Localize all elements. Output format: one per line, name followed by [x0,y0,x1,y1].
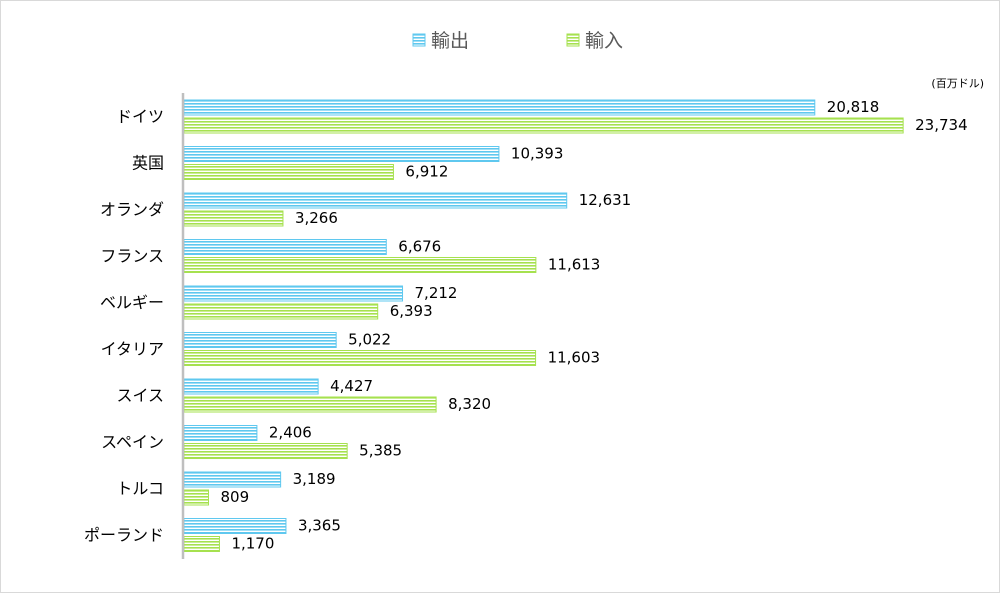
data-label-export: 3,365 [298,517,341,535]
category-label: オランダ [100,200,164,219]
data-label-import: 809 [221,488,250,506]
bar-import [183,350,537,366]
bar-export [183,471,282,488]
category-label: ポーランド [84,526,164,545]
bar-import [183,303,379,320]
bar-import [183,443,348,459]
bar-import [183,117,904,134]
legend: 輸出 輸入 [412,30,623,52]
category-label: イタリア [101,340,164,359]
data-label-import: 1,170 [231,535,274,553]
bar-import [183,164,394,180]
category-label: 英国 [132,154,164,173]
data-label-export: 10,393 [511,145,564,163]
data-label-import: 6,393 [390,302,433,320]
category-label: スペイン [101,433,164,452]
plot-area: ドイツ 20,818 23,734 英国 10,393 6,912 オランダ 12,631 3,… [84,98,968,553]
bar-export [183,99,816,116]
data-label-import: 6,912 [405,163,448,181]
bar-import [183,536,220,552]
data-label-import: 5,385 [359,442,402,460]
data-label-export: 2,406 [269,424,312,442]
category-label: ベルギー [100,293,164,312]
data-label-export: 20,818 [827,98,880,116]
data-label-import: 8,320 [448,395,491,413]
bar-import [183,210,284,227]
bar-export [183,285,404,302]
data-label-export: 3,189 [293,470,336,488]
bar-export [183,518,287,534]
bar-export [183,239,387,255]
data-label-import: 3,266 [295,209,338,227]
legend-swatch-export [412,33,426,47]
bar-export [183,332,337,348]
data-label-export: 6,676 [398,238,441,256]
bar-import [183,257,537,273]
category-label: トルコ [116,479,164,498]
legend-label-import: 輸入 [585,30,623,52]
bar-export [183,425,258,441]
bar-import [183,396,437,413]
data-label-export: 12,631 [579,191,632,209]
bar-export [183,378,319,395]
data-label-import: 11,603 [548,349,601,367]
bar-export [183,146,500,162]
legend-swatch-import [566,33,580,47]
data-label-export: 4,427 [330,377,373,395]
unit-label: (百万ドル) [931,77,984,90]
category-label: フランス [100,247,164,266]
data-label-import: 23,734 [915,116,968,134]
data-label-import: 11,613 [548,256,601,274]
data-label-export: 5,022 [348,331,391,349]
bar-import [183,489,210,506]
category-label: ドイツ [116,107,164,126]
category-label: スイス [116,386,164,405]
bar-export [183,192,568,209]
legend-label-export: 輸出 [431,30,469,52]
data-label-export: 7,212 [415,284,458,302]
